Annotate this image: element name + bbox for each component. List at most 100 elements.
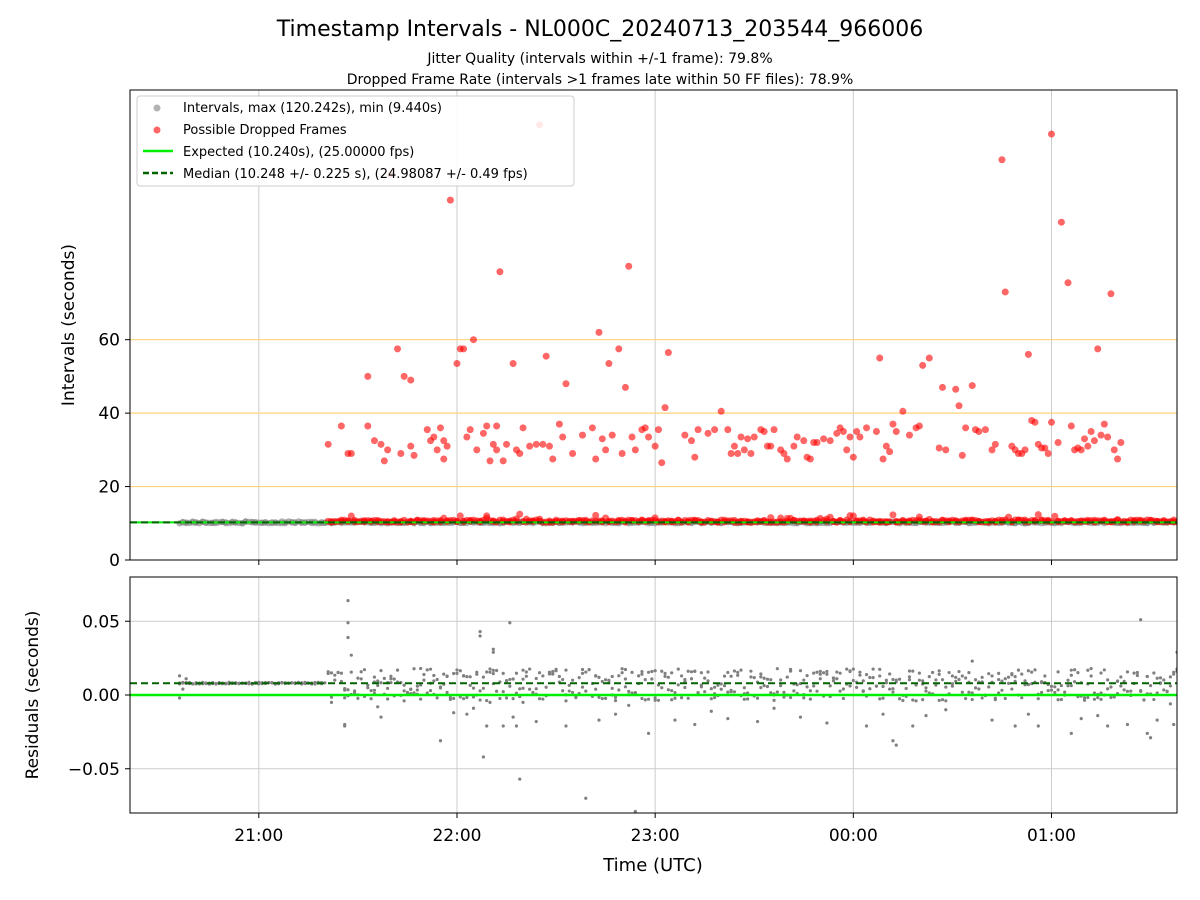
residual-point	[864, 672, 869, 677]
residual-point	[1139, 618, 1143, 622]
residual-point	[247, 680, 251, 684]
residual-point	[455, 671, 459, 675]
residual-point	[504, 696, 509, 700]
intervals-y-tick-label: 0	[109, 551, 120, 571]
dropped-frame-point	[569, 450, 577, 458]
residual-point	[508, 621, 512, 625]
residual-point	[656, 683, 661, 687]
residual-point	[884, 681, 888, 685]
dropped-frame-point	[724, 426, 732, 434]
residual-point	[478, 629, 482, 634]
residual-point	[861, 679, 865, 683]
residual-point	[329, 700, 334, 704]
dropped-frame-point	[892, 427, 900, 435]
residual-point	[1125, 689, 1130, 693]
residual-point	[874, 684, 879, 688]
residual-point	[732, 669, 737, 673]
residual-point	[934, 678, 938, 682]
residual-point	[782, 690, 786, 694]
residual-point	[825, 672, 829, 676]
residual-point	[689, 677, 694, 681]
residual-point	[412, 667, 416, 671]
dropped-frame-point	[1054, 439, 1062, 446]
residual-point	[640, 696, 644, 701]
residual-point	[973, 678, 978, 682]
residual-point	[924, 689, 928, 693]
dropped-frame-point	[407, 442, 415, 450]
residual-point	[501, 671, 505, 675]
residual-point	[1039, 690, 1044, 695]
residual-point	[802, 696, 806, 700]
residual-point	[967, 690, 971, 694]
residual-point	[713, 695, 717, 700]
residual-point	[940, 698, 945, 702]
residual-point	[346, 688, 350, 692]
residual-point	[884, 678, 888, 682]
residual-point	[1132, 671, 1136, 675]
residual-point	[485, 698, 489, 703]
residual-point	[580, 667, 585, 672]
residual-point	[1125, 722, 1130, 727]
residual-point	[1082, 696, 1087, 700]
dropped-frame-point	[377, 440, 385, 448]
residual-point	[386, 697, 390, 701]
residual-point	[604, 678, 608, 682]
residual-point	[567, 683, 571, 687]
residual-point	[511, 715, 515, 719]
residual-point	[1145, 674, 1149, 679]
residual-point	[775, 667, 779, 671]
residual-point	[805, 685, 809, 689]
residual-point	[1148, 684, 1153, 688]
residual-point	[911, 724, 915, 728]
dropped-frame-point	[549, 455, 557, 463]
residual-point	[911, 669, 915, 673]
dropped-frame-point	[592, 455, 600, 463]
residual-point	[769, 691, 773, 695]
residual-point	[957, 677, 961, 682]
dropped-frame-point	[539, 440, 547, 448]
residual-point	[650, 669, 654, 674]
residual-point	[481, 675, 486, 679]
residual-point	[683, 685, 687, 690]
residual-point	[1168, 675, 1172, 679]
residual-point	[504, 679, 509, 683]
residual-point	[501, 690, 505, 694]
dropped-frame-point	[559, 433, 567, 441]
residual-point	[663, 674, 667, 678]
residual-point	[755, 696, 760, 700]
residual-point	[518, 777, 522, 781]
residual-point	[878, 674, 882, 678]
dropped-frame-point	[975, 427, 983, 435]
dropped-frame-point	[608, 431, 616, 439]
dropped-frame-point	[730, 442, 738, 450]
residual-point	[891, 677, 895, 682]
residual-point	[498, 696, 502, 701]
residual-point	[478, 698, 482, 702]
dropped-frame-point	[820, 435, 828, 443]
residual-point	[765, 684, 770, 689]
residual-point	[633, 809, 637, 813]
residual-point	[818, 677, 822, 681]
residual-point	[541, 697, 545, 701]
residual-point	[594, 687, 598, 691]
residual-point	[511, 697, 515, 701]
residual-point	[1165, 689, 1169, 693]
dropped-frame-point	[651, 442, 659, 450]
residual-point	[772, 706, 776, 710]
residual-point	[759, 675, 763, 679]
residual-point	[742, 686, 746, 690]
residual-point	[1168, 702, 1172, 706]
residual-point	[1106, 687, 1110, 691]
residual-point	[812, 671, 816, 675]
dropped-frame-point	[621, 383, 629, 391]
dropped-frame-point	[826, 437, 834, 445]
residual-point	[736, 670, 740, 674]
legend-box	[136, 95, 575, 187]
residual-point	[729, 690, 733, 694]
dropped-frame-point	[337, 422, 345, 430]
residual-point	[428, 688, 433, 693]
dropped-frame-point	[981, 426, 989, 434]
residual-point	[818, 669, 822, 673]
dropped-frame-point	[516, 510, 524, 518]
intervals-plot-frame	[129, 89, 1178, 561]
